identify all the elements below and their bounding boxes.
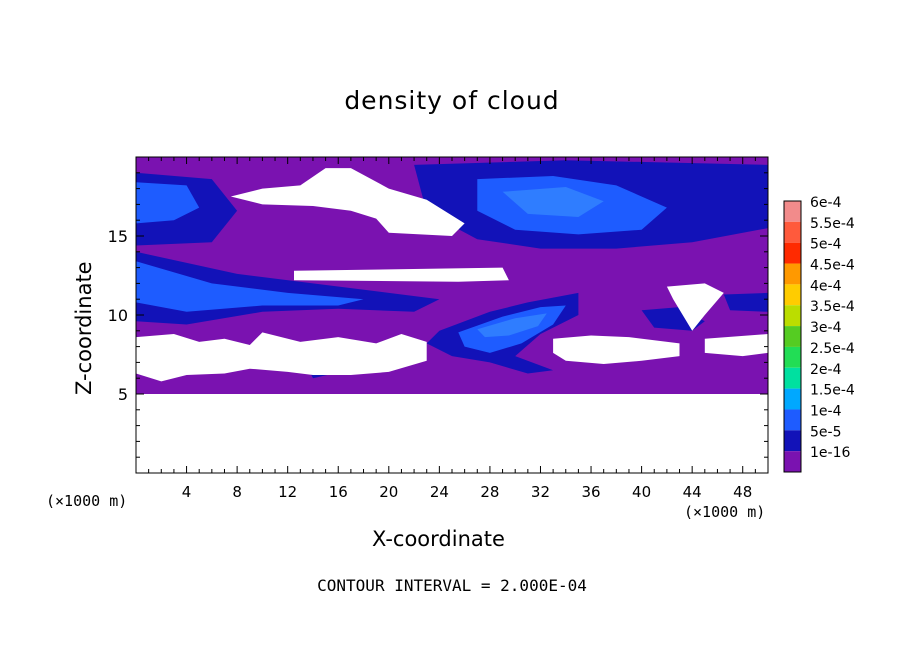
y-unit-label: (×1000 m) [684,503,766,521]
x-tick-label-40: 40 [632,483,651,501]
clear-region-18 [666,283,724,331]
y-tick-label-10: 10 [108,306,128,325]
x-tick-label-48: 48 [733,483,752,501]
colorbar-label-11: 5e-5 [810,424,841,440]
x-tick-label-28: 28 [480,483,499,501]
colorbar-label-5: 3.5e-4 [810,299,855,315]
colorbar-label-3: 4.5e-4 [810,258,855,274]
colorbar-frame [783,200,802,473]
y-axis-label: Z-coordinate [72,261,96,395]
x-tick-label-32: 32 [531,483,550,501]
colorbar-label-1: 5.5e-4 [810,216,855,232]
x-unit-label: (×1000 m) [46,492,128,510]
colorbar-swatch-6 [784,326,801,347]
density-region-12 [723,292,768,312]
clear-region-0 [136,394,768,473]
x-tick-label-36: 36 [581,483,600,501]
colorbar-swatch-0 [784,201,801,222]
colorbar-swatch-4 [784,284,801,306]
contour-interval-note: CONTOUR INTERVAL = 2.000E-04 [317,576,587,595]
x-tick-label-24: 24 [430,483,449,501]
clear-region-19 [704,334,768,357]
colorbar-swatch-12 [784,451,801,472]
x-tick-label-16: 16 [329,483,348,501]
colorbar-swatch-11 [784,430,801,452]
colorbar-label-12: 1e-16 [810,445,850,461]
y-tick-label-15: 15 [108,227,128,246]
chart-title: density of cloud [344,86,560,115]
colorbar-swatch-7 [784,346,801,368]
colorbar-swatch-9 [784,388,801,410]
colorbar-swatch-2 [784,242,801,264]
density-region-10 [477,313,547,338]
clear-region-16 [136,332,427,382]
colorbar-swatch-3 [784,263,801,285]
clear-region-15 [294,267,509,282]
colorbar-label-7: 2.5e-4 [810,341,855,357]
density-region-3 [502,187,604,217]
colorbar-label-8: 2e-4 [810,362,842,378]
clear-region-14 [230,168,465,236]
x-tick-label-44: 44 [683,483,702,501]
colorbar: 6e-4 5.5e-4 5e-4 4.5e-4 4e-4 3.5e-4 3e-4 2.5e-4… [783,195,855,473]
cloud-density-field [136,157,768,473]
colorbar-swatch-10 [784,409,801,431]
density-region-7 [136,261,364,312]
colorbar-label-9: 1.5e-4 [810,383,855,399]
colorbar-swatch-1 [784,221,801,243]
colorbar-label-4: 4e-4 [810,278,842,294]
x-tick-label-4: 4 [182,483,192,501]
colorbar-label-0: 6e-4 [810,195,842,211]
colorbar-label-6: 3e-4 [810,320,842,336]
x-tick-label-12: 12 [278,483,297,501]
x-axis-label: X-coordinate [372,527,505,551]
x-tick-label-8: 8 [232,483,242,501]
colorbar-swatch-5 [784,305,801,327]
colorbar-swatch-8 [784,367,801,389]
clear-region-17 [553,335,680,364]
colorbar-label-10: 1e-4 [810,403,842,419]
density-region-5 [136,182,200,224]
colorbar-label-2: 5e-4 [810,237,842,253]
y-tick-label-5: 5 [118,385,128,404]
x-tick-label-20: 20 [379,483,398,501]
